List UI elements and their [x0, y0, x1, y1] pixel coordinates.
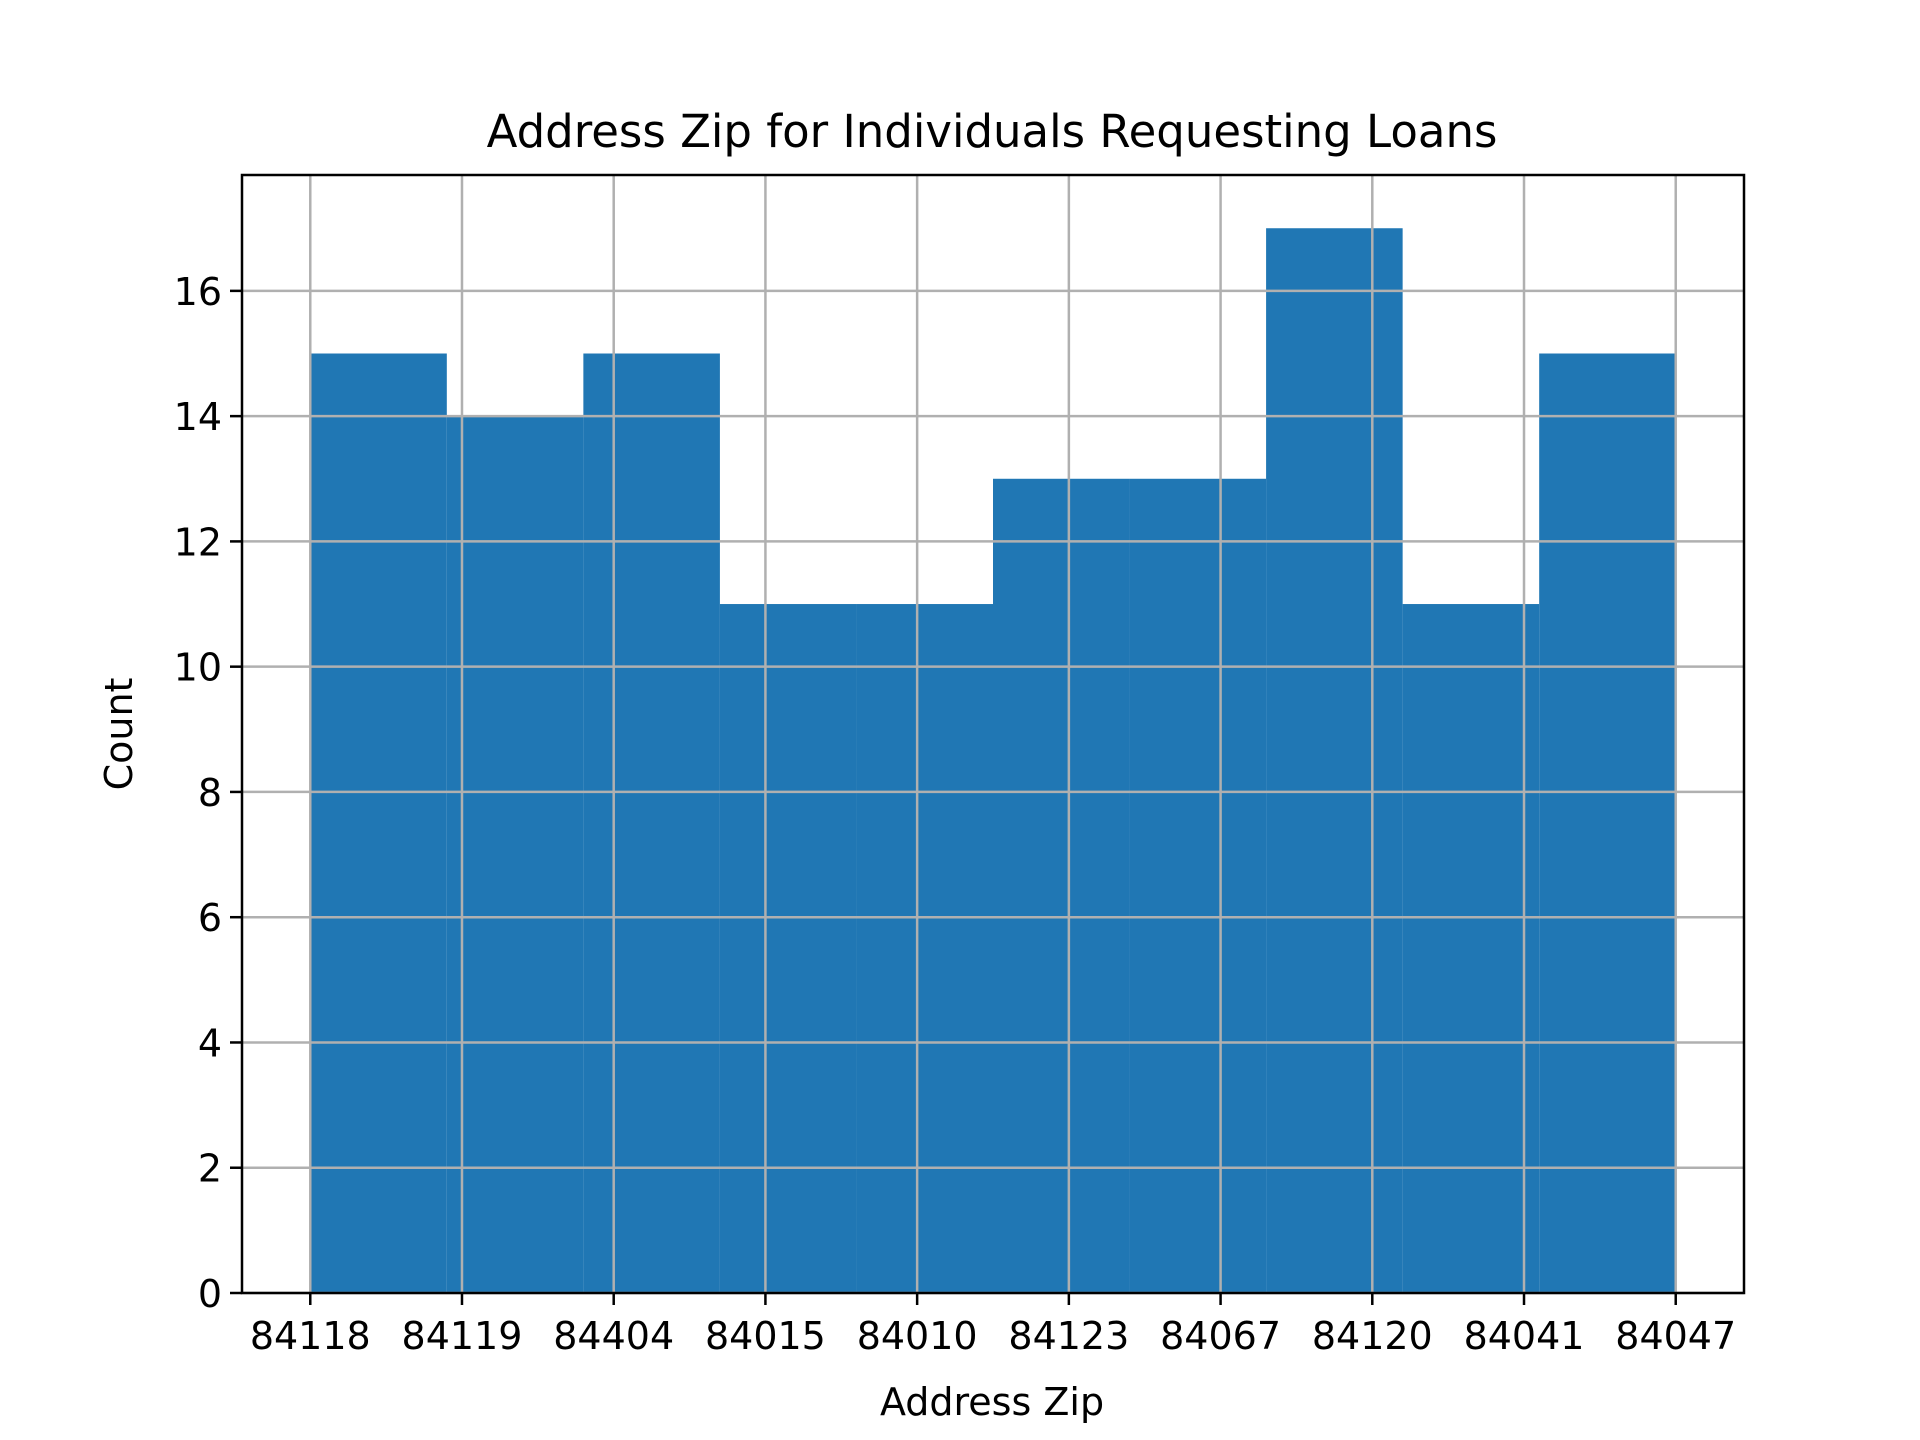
y-tick-label: 2 — [198, 1147, 222, 1191]
y-tick-label: 10 — [174, 646, 222, 690]
x-tick-label: 84118 — [250, 1314, 371, 1358]
histogram-bar-6 — [1129, 478, 1267, 1294]
axes-frame — [240, 173, 1746, 1295]
y-tick-label: 14 — [174, 395, 222, 439]
x-tick-label: 84047 — [1615, 1314, 1736, 1358]
x-tick-label: 84015 — [705, 1314, 826, 1358]
histogram-bar-8 — [1402, 604, 1540, 1293]
x-tick-label: 84041 — [1464, 1314, 1585, 1358]
x-tick-label: 84120 — [1312, 1314, 1433, 1358]
x-axis-ticks: 84118 84119 84404 84015 84010 84123 84067 84120… — [250, 1293, 1736, 1358]
plot-area: 84118 84119 84404 84015 84010 84123 84067 84120… — [174, 173, 1746, 1358]
x-tick-label: 84404 — [553, 1314, 674, 1358]
y-tick-label: 8 — [198, 771, 222, 815]
histogram-bar-4 — [856, 604, 993, 1293]
y-tick-label: 4 — [198, 1021, 222, 1065]
y-tick-label: 6 — [198, 896, 222, 940]
x-tick-label: 84067 — [1160, 1314, 1281, 1358]
gridlines — [242, 175, 1744, 1295]
y-tick-label: 0 — [198, 1272, 222, 1316]
bars — [310, 228, 1676, 1294]
x-axis-label: Address Zip — [880, 1380, 1104, 1424]
y-tick-label: 12 — [174, 520, 222, 564]
histogram-bar-3 — [719, 604, 857, 1293]
x-tick-label: 84010 — [857, 1314, 978, 1358]
histogram-bar-1 — [446, 416, 584, 1293]
x-tick-label: 84123 — [1008, 1314, 1129, 1358]
y-tick-label: 16 — [174, 270, 222, 314]
histogram-bar-7 — [1266, 228, 1403, 1294]
histogram-bar-5 — [993, 478, 1130, 1294]
x-tick-label: 84119 — [402, 1314, 523, 1358]
histogram-bar-9 — [1539, 353, 1676, 1293]
chart-title: Address Zip for Individuals Requesting L… — [487, 105, 1498, 158]
histogram-bar-0 — [310, 353, 447, 1293]
y-axis-ticks: 0 2 4 6 8 10 12 14 16 — [174, 270, 242, 1316]
y-axis-label: Count — [97, 678, 141, 791]
histogram-bar-2 — [583, 353, 720, 1293]
